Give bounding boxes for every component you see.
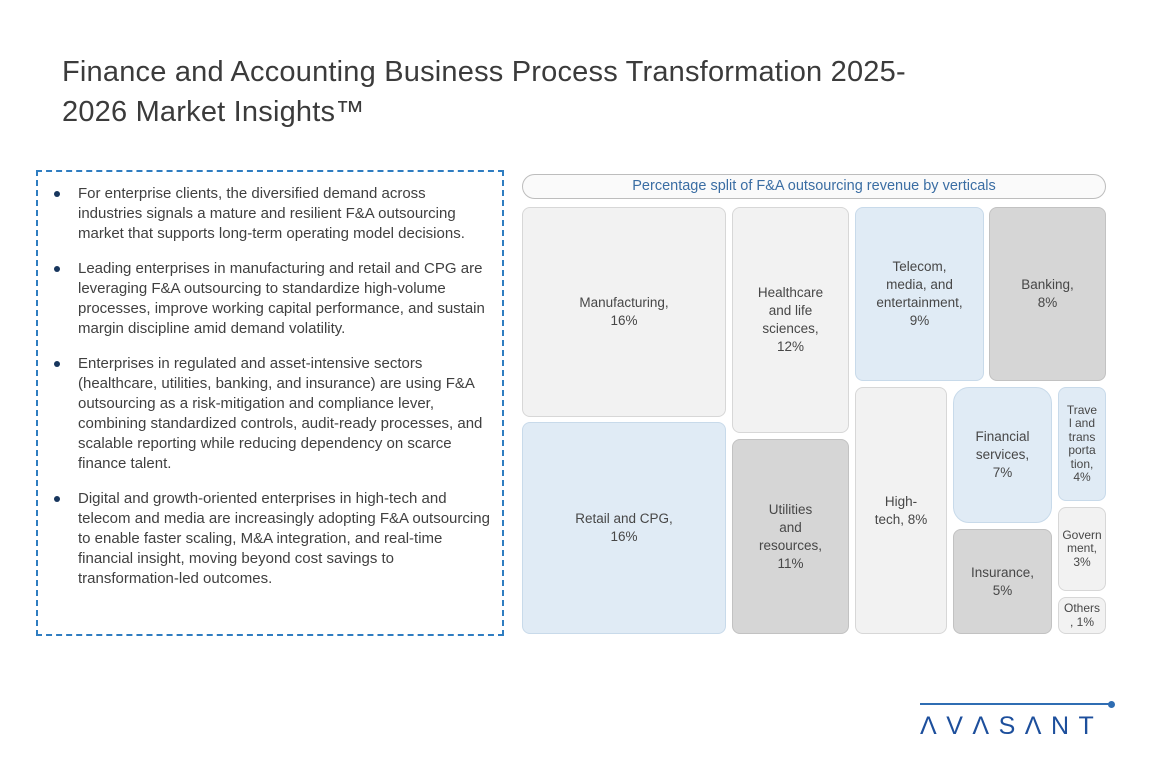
- treemap-cell-label: Banking, 8%: [1021, 277, 1074, 310]
- treemap-cell-label: Govern ment, 3%: [1062, 527, 1102, 569]
- treemap-title: Percentage split of F&A outsourcing reve…: [522, 174, 1106, 199]
- logo-text: ΛVΛSΛNT: [920, 712, 1104, 740]
- insights-list: For enterprise clients, the diversified …: [38, 184, 492, 589]
- treemap-cell-telecom-media-and-entertainment: Telecom, media, and entertainment, 9%: [855, 207, 984, 381]
- logo-dot-icon: [1108, 701, 1115, 708]
- treemap-cell-label: Others , 1%: [1063, 601, 1100, 629]
- insight-bullet: Digital and growth-oriented enterprises …: [38, 489, 492, 589]
- treemap-cell-label: Financial services, 7%: [975, 429, 1030, 480]
- insight-text: Digital and growth-oriented enterprises …: [78, 490, 490, 587]
- insight-bullet: Leading enterprises in manufacturing and…: [38, 259, 492, 339]
- treemap-cell-high-tech: High- tech, 8%: [855, 387, 947, 634]
- page-title-line2: 2026 Market Insights™: [62, 96, 365, 128]
- treemap-cell-others: Others , 1%: [1058, 597, 1106, 634]
- insights-panel: For enterprise clients, the diversified …: [36, 170, 504, 636]
- page-title-line1: Finance and Accounting Business Process …: [62, 56, 906, 88]
- insight-bullet: Enterprises in regulated and asset-inten…: [38, 354, 492, 474]
- insight-bullet: For enterprise clients, the diversified …: [38, 184, 492, 244]
- avasant-logo: ΛVΛSΛNT: [920, 701, 1121, 741]
- treemap-cell-label: Trave l and trans porta tion, 4%: [1066, 402, 1098, 484]
- treemap-cell-label: High- tech, 8%: [874, 493, 928, 527]
- page-title: Finance and Accounting Business Process …: [62, 52, 1092, 132]
- treemap-cell-label: Retail and CPG, 16%: [575, 511, 673, 544]
- insight-text: Enterprises in regulated and asset-inten…: [78, 355, 483, 472]
- treemap-cell-financial-services: Financial services, 7%: [953, 387, 1052, 523]
- treemap-cell-retail-and-cpg: Retail and CPG, 16%: [522, 422, 726, 634]
- treemap-panel: Percentage split of F&A outsourcing reve…: [522, 174, 1106, 634]
- treemap-cell-banking: Banking, 8%: [989, 207, 1106, 381]
- treemap-cell-label: Insurance, 5%: [970, 564, 1035, 598]
- treemap-cell-label: Healthcare and life sciences, 12%: [757, 285, 824, 354]
- bullet-dot-icon: [54, 361, 60, 367]
- bullet-dot-icon: [54, 266, 60, 272]
- logo-line: [920, 701, 1115, 708]
- treemap-cell-travel-and-transportation: Trave l and trans porta tion, 4%: [1058, 387, 1106, 501]
- treemap-cell-label: Utilities and resources, 11%: [758, 501, 823, 571]
- treemap-cell-label: Manufacturing, 16%: [579, 295, 669, 328]
- treemap-cells-container: Manufacturing, 16% Retail and CPG, 16% Hea…: [522, 207, 1106, 634]
- treemap-cell-healthcare-and-life-sciences: Healthcare and life sciences, 12%: [732, 207, 849, 433]
- insight-text: Leading enterprises in manufacturing and…: [78, 260, 485, 337]
- treemap-cell-utilities-and-resources: Utilities and resources, 11%: [732, 439, 849, 634]
- insight-text: For enterprise clients, the diversified …: [78, 185, 465, 242]
- treemap-cell-government: Govern ment, 3%: [1058, 507, 1106, 591]
- treemap-cell-label: Telecom, media, and entertainment, 9%: [876, 259, 963, 328]
- bullet-dot-icon: [54, 191, 60, 197]
- bullet-dot-icon: [54, 496, 60, 502]
- treemap-cell-insurance: Insurance, 5%: [953, 529, 1052, 634]
- treemap-cell-manufacturing: Manufacturing, 16%: [522, 207, 726, 417]
